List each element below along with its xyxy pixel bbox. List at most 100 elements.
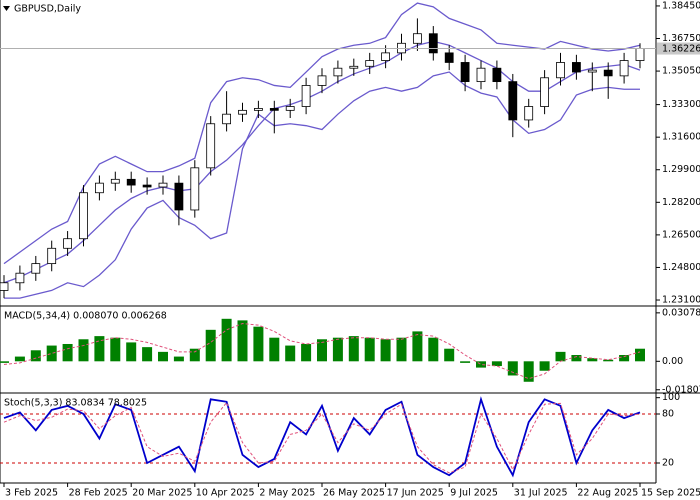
candle-body: [603, 69, 613, 77]
candle-body: [508, 81, 518, 121]
x-tick-label: 17 Jun 2025: [387, 488, 444, 499]
x-tick-label: 15 Sep 2025: [641, 488, 700, 499]
menu-icon: [3, 6, 10, 11]
macd-bar: [142, 347, 153, 362]
candle-body: [238, 109, 247, 115]
macd-bar: [428, 337, 439, 362]
x-tick-label: 2 May 2025: [259, 488, 315, 499]
macd-bar: [364, 337, 375, 362]
macd-bar: [619, 355, 630, 362]
macd-bar: [491, 361, 502, 367]
macd-bar: [269, 337, 280, 362]
macd-bar: [603, 359, 614, 362]
x-tick-label: 22 Aug 2025: [577, 488, 638, 499]
y-tick-label: -0.018077: [662, 384, 700, 395]
candle-body: [31, 263, 41, 274]
panel-title: GBPUSD,Daily: [14, 4, 81, 15]
y-tick-label: 1.33300: [662, 99, 700, 110]
candle-body: [285, 106, 295, 111]
panel-title: MACD(5,34,4) 0.008070 0.006268: [4, 311, 167, 322]
y-tick-label: 1.36750: [662, 33, 700, 44]
candle-body: [110, 178, 120, 184]
y-tick-label: 0.00: [662, 356, 683, 367]
x-tick-label: 9 Jul 2025: [450, 488, 498, 499]
candle-body: [142, 184, 152, 188]
candle-body: [333, 67, 343, 77]
candle-body: [47, 247, 57, 265]
y-tick-label: 1.38450: [662, 0, 700, 11]
x-tick-label: 26 May 2025: [323, 488, 385, 499]
plot-area: [0, 2, 645, 299]
candle-body: [190, 167, 200, 211]
band-lower: [4, 71, 640, 299]
stoch-line: [3, 401, 641, 474]
candle-body: [587, 69, 597, 73]
candle-body: [492, 67, 502, 83]
candle-body: [556, 62, 565, 79]
x-tick-label: 20 Mar 2025: [132, 488, 192, 499]
candle-body: [206, 123, 216, 169]
macd-bar: [348, 336, 359, 362]
macd-bar: [571, 355, 582, 362]
panel-title: Stoch(5,3,3) 83.0834 78.8025: [4, 398, 147, 409]
macd-bar: [126, 342, 137, 362]
candle-body: [476, 67, 486, 83]
macd-bar: [476, 361, 486, 368]
stoch-line: [3, 396, 641, 478]
x-tick-label: 10 Apr 2025: [196, 488, 255, 499]
macd-bar: [253, 326, 264, 362]
macd-bar: [460, 361, 471, 363]
macd-bar: [78, 339, 89, 362]
candle-body: [79, 192, 88, 240]
macd-bar: [555, 351, 566, 362]
signal-line: [3, 323, 641, 380]
macd-bar: [14, 356, 25, 362]
y-tick-label: 1.23100: [662, 295, 700, 306]
candle-body: [158, 182, 168, 188]
y-tick-label: 0.030781: [662, 307, 700, 318]
candle-body: [222, 113, 232, 125]
macd-bar: [110, 337, 121, 362]
macd-bar: [285, 345, 296, 362]
candle-body: [253, 108, 263, 111]
candle-body: [444, 52, 454, 63]
y-tick-label: 1.24800: [662, 262, 700, 273]
macd-bar: [587, 358, 598, 362]
macd-bar: [158, 351, 168, 362]
macd-bar: [0, 361, 9, 363]
candle-body: [63, 238, 72, 249]
candle-body: [381, 52, 391, 61]
macd-bar: [507, 361, 518, 376]
macd-bar: [94, 336, 105, 362]
macd-bar: [173, 356, 184, 362]
macd-bar: [221, 318, 232, 362]
macd-bar: [46, 345, 57, 362]
plot-area: [0, 396, 656, 478]
macd-bar: [444, 348, 455, 362]
candle-body: [428, 33, 438, 54]
macd-bar: [317, 339, 327, 362]
macd-bar: [332, 337, 343, 362]
candle-body: [365, 60, 375, 67]
candle-body: [619, 60, 629, 77]
macd-bar: [237, 320, 248, 362]
candle-body: [635, 48, 645, 61]
candle-body: [317, 75, 327, 86]
candle-body: [572, 62, 581, 73]
y-tick-label: 1.31600: [662, 132, 700, 143]
macd-bar: [412, 331, 423, 362]
candle-body: [540, 77, 549, 107]
y-tick-label: 100: [662, 392, 680, 403]
x-tick-label: 3 Feb 2025: [5, 488, 58, 499]
macd-bar: [635, 348, 645, 362]
candle-body: [524, 106, 534, 121]
candle-body: [126, 178, 136, 186]
y-tick-label: 1.29900: [662, 164, 700, 175]
candle-body: [412, 33, 422, 44]
candle-body: [174, 182, 184, 211]
macd-bar: [62, 343, 73, 362]
candle-body: [301, 85, 311, 107]
